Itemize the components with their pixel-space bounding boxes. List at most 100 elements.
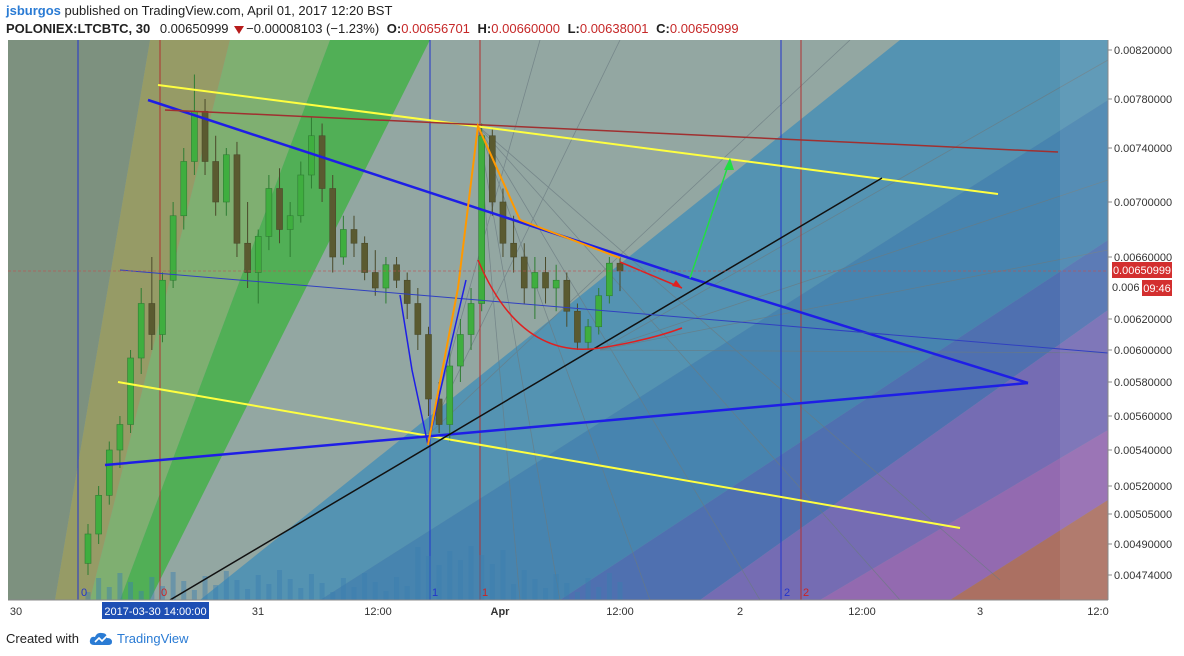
close-label: C: bbox=[656, 21, 670, 36]
partial-price-label: 0.006 bbox=[1112, 282, 1140, 294]
candle-body bbox=[137, 303, 145, 359]
price-axis-tick-label: 0.00740000 bbox=[1114, 143, 1172, 155]
price-axis-tick-label: 0.00600000 bbox=[1114, 345, 1172, 357]
price-axis-tick-label: 0.00700000 bbox=[1114, 197, 1172, 209]
fan-sector-blue-light bbox=[200, 40, 1108, 600]
volume-bar bbox=[436, 565, 442, 600]
volume-bar bbox=[170, 572, 176, 600]
candlestick-series bbox=[84, 74, 624, 575]
yellow-channel-lower bbox=[117, 381, 961, 529]
created-with-text: Created with bbox=[6, 631, 79, 646]
chart-header: jsburgos published on TradingView.com, A… bbox=[0, 0, 1184, 40]
price-axis-tick-label: 0.00660000 bbox=[1114, 252, 1172, 264]
candle-body bbox=[340, 229, 347, 258]
candle-body bbox=[116, 424, 124, 451]
candle-body bbox=[606, 262, 613, 297]
volume-bar bbox=[394, 577, 400, 600]
volume-bar bbox=[255, 575, 261, 600]
price-axis-tick-label: 0.00490000 bbox=[1114, 539, 1172, 551]
volume-bar bbox=[340, 578, 346, 600]
volume-bar bbox=[415, 547, 421, 600]
last-price: 0.00650999 bbox=[159, 21, 229, 36]
candle-body bbox=[382, 264, 390, 289]
time-cursor-label: 2017-03-30 14:00:00 bbox=[104, 606, 206, 618]
volume-bar bbox=[511, 584, 517, 600]
low-value: 0.00638001 bbox=[579, 21, 649, 36]
black-support-line bbox=[169, 177, 883, 600]
candle-body bbox=[265, 188, 273, 237]
price-axis[interactable] bbox=[1108, 40, 1184, 626]
volume-bar bbox=[181, 581, 187, 600]
candle-body bbox=[127, 357, 134, 425]
candle-body bbox=[180, 161, 188, 217]
time-axis-tick-label: 12:00 bbox=[606, 606, 634, 618]
volume-bar bbox=[277, 570, 283, 600]
volume-bar bbox=[574, 592, 580, 600]
cycle-label: 1 bbox=[432, 587, 438, 599]
blue-trendline-descending-ext bbox=[689, 276, 1029, 385]
future-area bbox=[1060, 40, 1108, 600]
candle-body bbox=[489, 135, 496, 203]
price-axis-tick-label: 0.00474000 bbox=[1114, 570, 1172, 582]
fan-sector-violet bbox=[820, 430, 1108, 600]
fan-sector-indigo bbox=[560, 240, 1108, 600]
time-axis-tick-label: 31 bbox=[252, 606, 264, 618]
price-change: −0.00008103 (−1.23%) bbox=[246, 21, 380, 36]
fan-sector-brown bbox=[950, 500, 1108, 600]
high-label: H: bbox=[477, 21, 492, 36]
volume-bar bbox=[319, 583, 325, 600]
volume-bar bbox=[85, 592, 91, 600]
green-projection-arrow bbox=[689, 159, 731, 279]
candle-body bbox=[159, 279, 166, 335]
candle-body bbox=[531, 272, 539, 289]
volume-bar bbox=[447, 551, 453, 600]
candle-body bbox=[361, 242, 368, 273]
candle-body bbox=[478, 135, 485, 304]
candle-body bbox=[286, 215, 294, 230]
open-label: O: bbox=[386, 21, 402, 36]
time-axis-labels: 30 31 12:00 Apr 12:00 2 12:00 3 12:0 bbox=[10, 606, 1109, 618]
publish-line: jsburgos published on TradingView.com, A… bbox=[6, 3, 392, 18]
symbol-label[interactable]: POLONIEX:LTCBTC, 30 bbox=[6, 21, 151, 36]
blue-trendline-ascending bbox=[104, 381, 1029, 467]
candle-body bbox=[329, 188, 337, 258]
cycle-label: 2 bbox=[803, 587, 809, 599]
time-cursor-tag bbox=[102, 602, 209, 619]
price-axis-tick-label: 0.00520000 bbox=[1114, 481, 1172, 493]
candle-body bbox=[520, 256, 528, 289]
candle-body bbox=[542, 272, 549, 289]
volume-bar bbox=[298, 588, 304, 600]
fan-sector-blue bbox=[320, 100, 1108, 600]
candle-body bbox=[254, 236, 262, 273]
time-axis-tick-label: 12:00 bbox=[848, 606, 876, 618]
countdown-label: 09:46 bbox=[1143, 283, 1171, 295]
author-link[interactable]: jsburgos bbox=[6, 3, 61, 18]
gann-fan-overlay: 0 0 1 1 2 2 bbox=[8, 40, 1108, 600]
candle-body bbox=[105, 449, 113, 496]
candle-body bbox=[574, 310, 581, 343]
volume-bars bbox=[85, 546, 623, 600]
candle-body bbox=[233, 154, 241, 244]
volume-bar bbox=[383, 591, 389, 600]
price-axis-tick-label: 0.00505000 bbox=[1114, 509, 1172, 521]
volume-bar bbox=[532, 579, 538, 600]
volume-bar bbox=[191, 590, 197, 600]
volume-bar bbox=[362, 573, 368, 600]
volume-bar bbox=[543, 588, 549, 600]
red-projection-arrow bbox=[619, 261, 683, 289]
cycle-labels: 0 0 1 1 2 2 bbox=[81, 587, 809, 599]
volume-bar bbox=[404, 586, 410, 600]
red-arc bbox=[477, 259, 683, 350]
candle-body bbox=[148, 303, 156, 335]
candle-body bbox=[403, 279, 411, 304]
tradingview-link[interactable]: TradingView bbox=[117, 631, 189, 646]
volume-bar bbox=[287, 579, 293, 600]
candle-body bbox=[350, 229, 358, 244]
candle-body bbox=[499, 201, 507, 244]
volume-bar bbox=[479, 555, 485, 600]
thin-blue-line bbox=[119, 269, 1108, 354]
volume-bar bbox=[223, 571, 229, 600]
fan-sector-green bbox=[120, 40, 430, 600]
fan-rays bbox=[427, 40, 1108, 600]
